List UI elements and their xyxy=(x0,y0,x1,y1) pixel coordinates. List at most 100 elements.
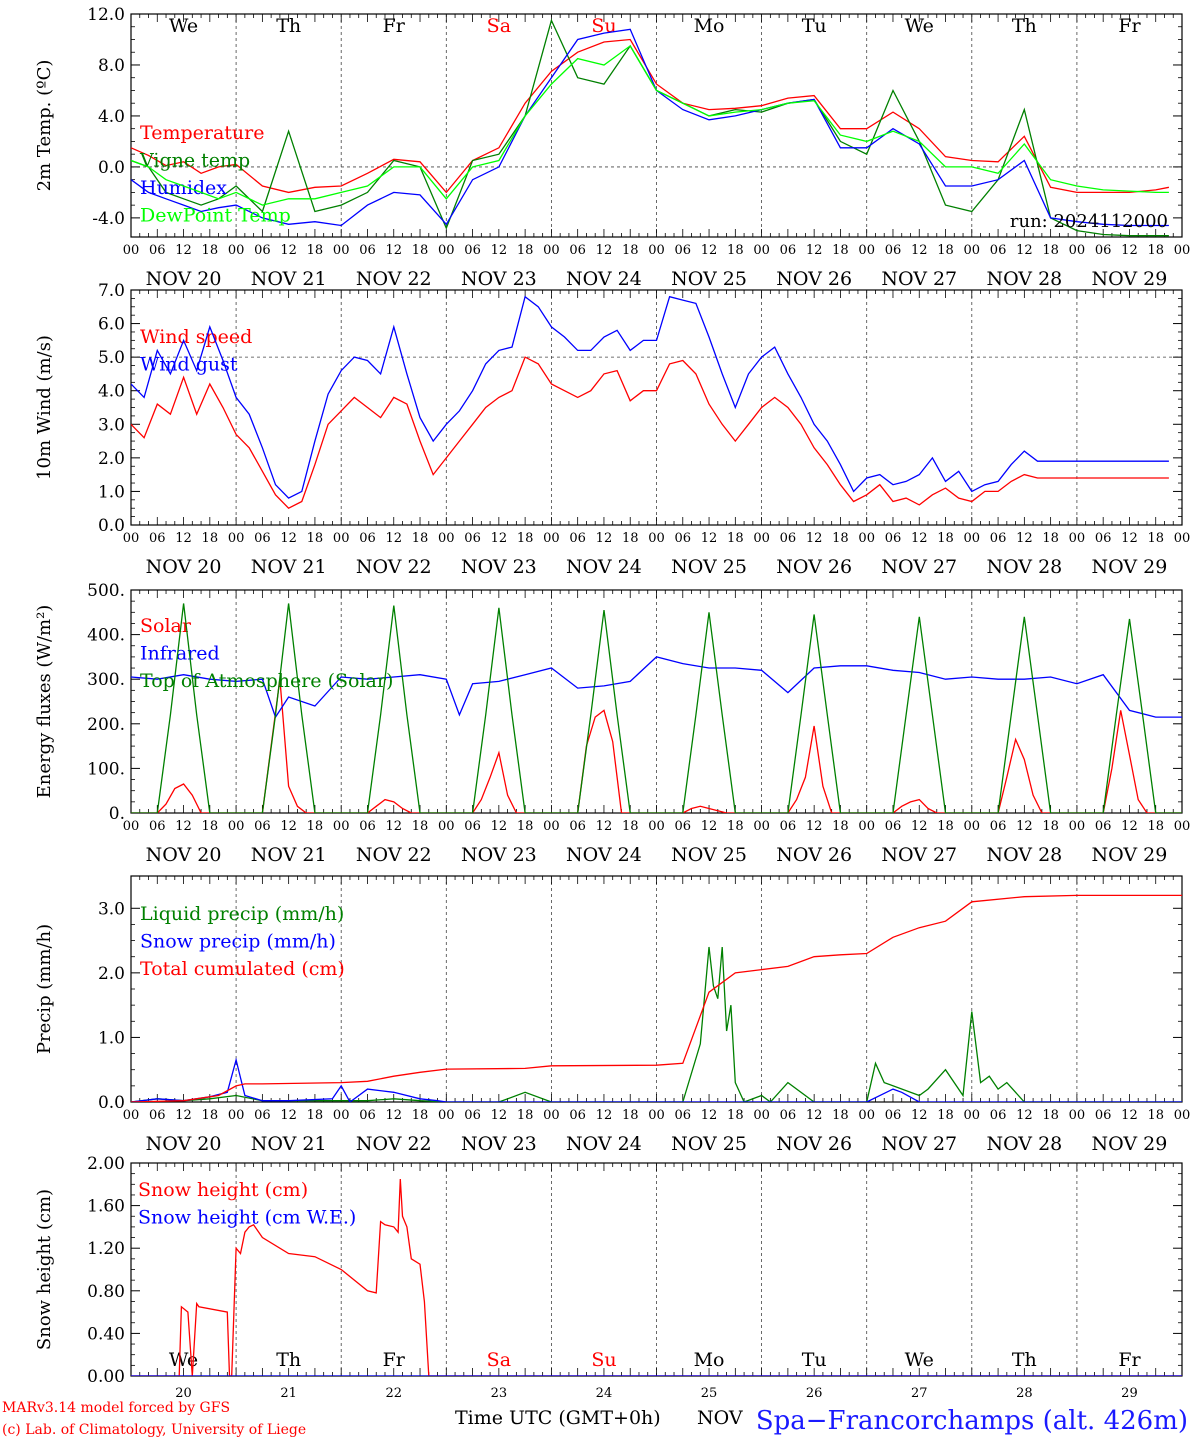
hour-tick-label: 06 xyxy=(780,819,797,834)
y-tick-label: 300. xyxy=(87,670,125,690)
weekday-label: Mo xyxy=(694,1349,725,1371)
hour-tick-label: 00 xyxy=(648,1108,665,1123)
hour-tick-label: 00 xyxy=(1174,531,1191,546)
hour-tick-label: 06 xyxy=(990,531,1007,546)
hour-tick-label: 12 xyxy=(491,531,508,546)
y-tick-label: 1.0 xyxy=(98,482,125,502)
hour-tick-label: 12 xyxy=(1016,1108,1033,1123)
hour-tick-label: 00 xyxy=(438,1108,455,1123)
chart-panel-5: 0.00 0.40 0.80 1.20 1.60 2.00 Snow height (cm)… xyxy=(34,1154,1183,1401)
hour-tick-label: 12 xyxy=(596,1108,613,1123)
hour-tick-label: 00 xyxy=(1069,531,1086,546)
series-line-snow-precip-mm-h xyxy=(131,1057,1182,1102)
date-label: NOV 22 xyxy=(356,268,432,290)
hour-tick-label: 12 xyxy=(911,1108,928,1123)
weekday-label: Th xyxy=(1012,15,1037,37)
y-tick-label: 0. xyxy=(109,804,125,824)
hour-tick-label: 18 xyxy=(517,531,534,546)
hour-tick-label: 12 xyxy=(280,1108,297,1123)
series-line-snow-height-cm xyxy=(131,1178,1182,1376)
date-label: NOV 21 xyxy=(251,556,327,578)
series-line-top-of-atmosphere-solar xyxy=(131,603,1182,813)
date-label: NOV 21 xyxy=(251,844,327,866)
date-label: NOV 27 xyxy=(881,556,957,578)
y-axis-title: 10m Wind (m/s) xyxy=(34,335,55,480)
y-tick-label: 0.0 xyxy=(98,1093,125,1113)
hour-tick-label: 06 xyxy=(254,243,271,258)
hour-tick-label: 18 xyxy=(412,243,429,258)
hour-tick-label: 00 xyxy=(123,819,140,834)
x-axis-title-suffix: NOV xyxy=(697,1407,743,1429)
hour-tick-label: 06 xyxy=(359,531,376,546)
legend-entry: Total cumulated (cm) xyxy=(140,958,345,980)
hour-tick-label: 00 xyxy=(438,819,455,834)
y-axis-title: Snow height (cm) xyxy=(34,1189,55,1350)
hour-tick-label: 00 xyxy=(543,1108,560,1123)
date-label: NOV 28 xyxy=(986,268,1062,290)
date-label: NOV 23 xyxy=(461,268,537,290)
date-label: NOV 26 xyxy=(776,1133,852,1155)
y-tick-label: 4.0 xyxy=(98,382,125,402)
hour-tick-label: 18 xyxy=(1042,531,1059,546)
y-tick-label: 0.80 xyxy=(87,1282,125,1302)
hour-tick-label: 00 xyxy=(333,243,350,258)
y-tick-label: 1.0 xyxy=(98,1028,125,1048)
weekday-label: Th xyxy=(1012,1349,1037,1371)
date-label: NOV 20 xyxy=(146,556,222,578)
date-label: NOV 25 xyxy=(671,268,747,290)
hour-tick-label: 12 xyxy=(1121,531,1138,546)
hour-tick-label: 12 xyxy=(806,531,823,546)
legend-entry: Snow precip (mm/h) xyxy=(140,931,336,953)
legend-entry: Humidex xyxy=(140,177,227,199)
weekday-label: We xyxy=(905,15,934,37)
date-label: NOV 26 xyxy=(776,268,852,290)
y-tick-label: 8.0 xyxy=(98,56,125,76)
y-tick-label: 3.0 xyxy=(98,899,125,919)
hour-tick-label: 18 xyxy=(1147,243,1164,258)
hour-tick-label: 06 xyxy=(464,819,481,834)
hour-tick-label: 06 xyxy=(885,819,902,834)
legend-entry: Wind speed xyxy=(140,326,252,348)
hour-tick-label: 00 xyxy=(964,1108,981,1123)
date-label: NOV 28 xyxy=(986,1133,1062,1155)
legend-entry: Vigne temp xyxy=(139,150,250,172)
date-label: NOV 27 xyxy=(881,1133,957,1155)
hour-tick-label: 00 xyxy=(1174,243,1191,258)
x-axis-title: Time UTC (GMT+0h) xyxy=(455,1407,661,1429)
footer-credit-line1: MARv3.14 model forced by GFS xyxy=(2,1400,230,1416)
date-label: NOV 22 xyxy=(356,1133,432,1155)
hour-tick-label: 18 xyxy=(307,819,324,834)
day-number-label: 21 xyxy=(280,1386,297,1401)
legend-entry: Wind gust xyxy=(140,354,238,376)
date-label: NOV 24 xyxy=(566,556,642,578)
hour-tick-label: 00 xyxy=(753,1108,770,1123)
hour-tick-label: 18 xyxy=(937,243,954,258)
hour-tick-label: 00 xyxy=(648,819,665,834)
hour-tick-label: 18 xyxy=(202,819,219,834)
weekday-label: Su xyxy=(591,1349,616,1371)
series-line-infrared xyxy=(131,656,1182,719)
hour-tick-label: 00 xyxy=(858,819,875,834)
y-tick-label: 0.0 xyxy=(98,516,125,536)
hour-tick-label: 06 xyxy=(885,243,902,258)
hour-tick-label: 00 xyxy=(228,243,245,258)
y-tick-label: 1.60 xyxy=(87,1197,125,1217)
date-label: NOV 28 xyxy=(986,844,1062,866)
hour-tick-label: 00 xyxy=(1069,243,1086,258)
y-tick-label: 7.0 xyxy=(98,281,125,301)
hour-tick-label: 00 xyxy=(858,531,875,546)
weekday-label: Mo xyxy=(694,15,725,37)
hour-tick-label: 18 xyxy=(202,1108,219,1123)
hour-tick-label: 06 xyxy=(1095,819,1112,834)
hour-tick-label: 12 xyxy=(175,531,192,546)
date-label: NOV 27 xyxy=(881,268,957,290)
hour-tick-label: 06 xyxy=(149,243,166,258)
y-tick-label: 400. xyxy=(87,626,125,646)
y-axis-title: Energy fluxes (W/m²) xyxy=(34,605,55,799)
weekday-label: Fr xyxy=(1118,1349,1141,1371)
date-label: NOV 29 xyxy=(1092,844,1168,866)
hour-tick-label: 18 xyxy=(517,1108,534,1123)
hour-tick-label: 06 xyxy=(569,243,586,258)
hour-tick-label: 00 xyxy=(123,531,140,546)
hour-tick-label: 00 xyxy=(858,243,875,258)
